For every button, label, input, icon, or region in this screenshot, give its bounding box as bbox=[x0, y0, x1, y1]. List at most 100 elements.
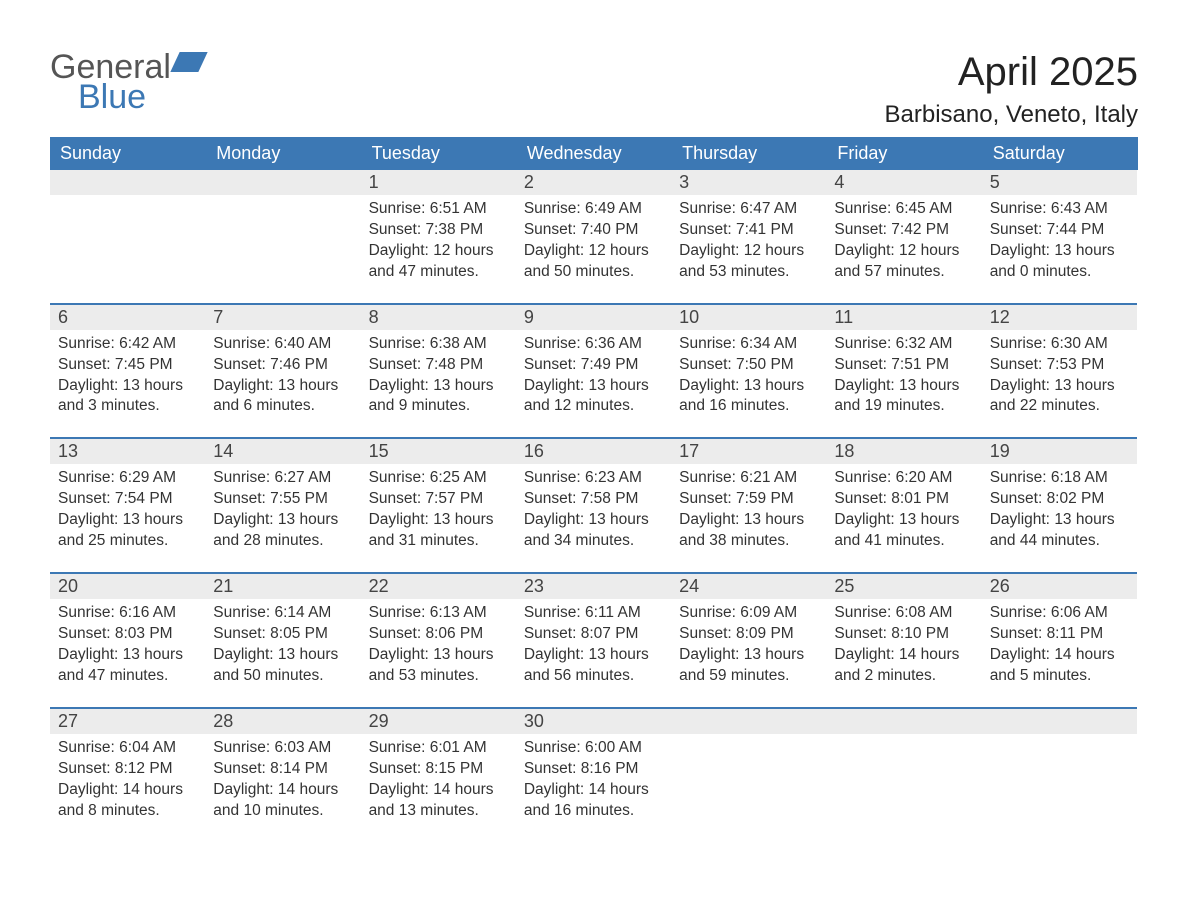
day-content-cell: Sunrise: 6:32 AMSunset: 7:51 PMDaylight:… bbox=[826, 330, 981, 439]
daylight-line-label: Daylight: bbox=[369, 781, 434, 798]
day-content-cell: Sunrise: 6:16 AMSunset: 8:03 PMDaylight:… bbox=[50, 599, 205, 708]
day-number-cell: 21 bbox=[205, 573, 360, 599]
sunset-line-label: Sunset: bbox=[58, 625, 115, 642]
day-number-cell: 9 bbox=[516, 304, 671, 330]
daylight-line: Daylight: 13 hours and 19 minutes. bbox=[834, 376, 973, 418]
weekday-header: Friday bbox=[826, 137, 981, 170]
sunrise-line-value: 6:00 AM bbox=[585, 739, 642, 756]
sunrise-line: Sunrise: 6:49 AM bbox=[524, 199, 663, 220]
daylight-line-label: Daylight: bbox=[369, 242, 434, 259]
weekday-header: Sunday bbox=[50, 137, 205, 170]
sunrise-line-label: Sunrise: bbox=[990, 200, 1051, 217]
daylight-line: Daylight: 13 hours and 47 minutes. bbox=[58, 645, 197, 687]
sunset-line-label: Sunset: bbox=[990, 625, 1047, 642]
sunset-line-value: 7:53 PM bbox=[1047, 356, 1105, 373]
sunset-line-label: Sunset: bbox=[369, 356, 426, 373]
sunset-line: Sunset: 7:51 PM bbox=[834, 355, 973, 376]
day-number-cell: 28 bbox=[205, 708, 360, 734]
title-block: April 2025 Barbisano, Veneto, Italy bbox=[885, 50, 1139, 129]
sunrise-line-value: 6:11 AM bbox=[585, 604, 641, 621]
sunset-line: Sunset: 8:03 PM bbox=[58, 624, 197, 645]
day-number-cell bbox=[982, 708, 1137, 734]
sunrise-line-value: 6:27 AM bbox=[274, 469, 331, 486]
sunrise-line-value: 6:36 AM bbox=[585, 335, 642, 352]
day-content-cell: Sunrise: 6:21 AMSunset: 7:59 PMDaylight:… bbox=[671, 464, 826, 573]
sunset-line-value: 7:54 PM bbox=[115, 490, 173, 507]
day-content-cell: Sunrise: 6:47 AMSunset: 7:41 PMDaylight:… bbox=[671, 195, 826, 304]
sunrise-line-label: Sunrise: bbox=[990, 335, 1051, 352]
sunset-line-value: 7:51 PM bbox=[891, 356, 949, 373]
daylight-line-label: Daylight: bbox=[679, 646, 744, 663]
day-number-cell: 27 bbox=[50, 708, 205, 734]
sunrise-line-label: Sunrise: bbox=[369, 739, 430, 756]
sunset-line-label: Sunset: bbox=[679, 625, 736, 642]
day-number-cell: 16 bbox=[516, 438, 671, 464]
sunrise-line-value: 6:20 AM bbox=[896, 469, 953, 486]
day-number-cell: 14 bbox=[205, 438, 360, 464]
daylight-line: Daylight: 13 hours and 16 minutes. bbox=[679, 376, 818, 418]
daylight-line-label: Daylight: bbox=[834, 377, 899, 394]
sunset-line-label: Sunset: bbox=[213, 490, 270, 507]
sunset-line: Sunset: 8:02 PM bbox=[990, 489, 1129, 510]
daylight-line-label: Daylight: bbox=[834, 242, 899, 259]
daylight-line: Daylight: 13 hours and 59 minutes. bbox=[679, 645, 818, 687]
daylight-line-label: Daylight: bbox=[213, 781, 278, 798]
sunset-line-value: 7:45 PM bbox=[115, 356, 173, 373]
day-content-cell: Sunrise: 6:13 AMSunset: 8:06 PMDaylight:… bbox=[361, 599, 516, 708]
sunrise-line: Sunrise: 6:45 AM bbox=[834, 199, 973, 220]
sunrise-line: Sunrise: 6:38 AM bbox=[369, 334, 508, 355]
sunrise-line: Sunrise: 6:00 AM bbox=[524, 738, 663, 759]
day-content-cell: Sunrise: 6:11 AMSunset: 8:07 PMDaylight:… bbox=[516, 599, 671, 708]
sunrise-line-label: Sunrise: bbox=[213, 604, 274, 621]
daylight-line: Daylight: 13 hours and 53 minutes. bbox=[369, 645, 508, 687]
sunset-line: Sunset: 8:09 PM bbox=[679, 624, 818, 645]
daylight-line: Daylight: 14 hours and 10 minutes. bbox=[213, 780, 352, 822]
day-number-cell: 26 bbox=[982, 573, 1137, 599]
sunset-line-value: 7:41 PM bbox=[736, 221, 794, 238]
sunrise-line-label: Sunrise: bbox=[213, 469, 274, 486]
day-content-cell: Sunrise: 6:03 AMSunset: 8:14 PMDaylight:… bbox=[205, 734, 360, 842]
sunrise-line-value: 6:03 AM bbox=[274, 739, 331, 756]
sunrise-line-label: Sunrise: bbox=[213, 335, 274, 352]
daylight-line: Daylight: 13 hours and 9 minutes. bbox=[369, 376, 508, 418]
sunset-line: Sunset: 7:41 PM bbox=[679, 220, 818, 241]
sunrise-line-value: 6:38 AM bbox=[430, 335, 487, 352]
sunrise-line: Sunrise: 6:01 AM bbox=[369, 738, 508, 759]
daylight-line-label: Daylight: bbox=[58, 511, 123, 528]
sunrise-line: Sunrise: 6:20 AM bbox=[834, 468, 973, 489]
sunset-line: Sunset: 7:46 PM bbox=[213, 355, 352, 376]
daylight-line-label: Daylight: bbox=[369, 511, 434, 528]
day-content-cell: Sunrise: 6:42 AMSunset: 7:45 PMDaylight:… bbox=[50, 330, 205, 439]
day-content-cell: Sunrise: 6:29 AMSunset: 7:54 PMDaylight:… bbox=[50, 464, 205, 573]
day-number-cell: 22 bbox=[361, 573, 516, 599]
weekday-header: Monday bbox=[205, 137, 360, 170]
daylight-line-label: Daylight: bbox=[834, 646, 899, 663]
sunrise-line-value: 6:43 AM bbox=[1051, 200, 1108, 217]
daylight-line-label: Daylight: bbox=[58, 781, 123, 798]
daylight-line-label: Daylight: bbox=[990, 646, 1055, 663]
sunset-line-value: 8:11 PM bbox=[1047, 625, 1104, 642]
daylight-line: Daylight: 13 hours and 44 minutes. bbox=[990, 510, 1129, 552]
daylight-line-label: Daylight: bbox=[679, 242, 744, 259]
sunset-line: Sunset: 7:55 PM bbox=[213, 489, 352, 510]
day-number-cell: 30 bbox=[516, 708, 671, 734]
sunrise-line: Sunrise: 6:43 AM bbox=[990, 199, 1129, 220]
daylight-line: Daylight: 13 hours and 28 minutes. bbox=[213, 510, 352, 552]
sunrise-line-label: Sunrise: bbox=[369, 200, 430, 217]
sunset-line-value: 8:16 PM bbox=[581, 760, 639, 777]
sunrise-line-label: Sunrise: bbox=[834, 200, 895, 217]
daylight-line-label: Daylight: bbox=[524, 242, 589, 259]
sunrise-line-label: Sunrise: bbox=[524, 335, 585, 352]
sunset-line: Sunset: 8:16 PM bbox=[524, 759, 663, 780]
daylight-line-label: Daylight: bbox=[679, 377, 744, 394]
sunrise-line: Sunrise: 6:18 AM bbox=[990, 468, 1129, 489]
sunrise-line: Sunrise: 6:27 AM bbox=[213, 468, 352, 489]
sunrise-line-label: Sunrise: bbox=[213, 739, 274, 756]
sunrise-line-label: Sunrise: bbox=[990, 604, 1051, 621]
daylight-line: Daylight: 13 hours and 38 minutes. bbox=[679, 510, 818, 552]
weekday-header: Thursday bbox=[671, 137, 826, 170]
sunset-line-label: Sunset: bbox=[58, 490, 115, 507]
day-number-cell bbox=[826, 708, 981, 734]
week-content-row: Sunrise: 6:29 AMSunset: 7:54 PMDaylight:… bbox=[50, 464, 1137, 573]
sunset-line-value: 8:14 PM bbox=[270, 760, 328, 777]
